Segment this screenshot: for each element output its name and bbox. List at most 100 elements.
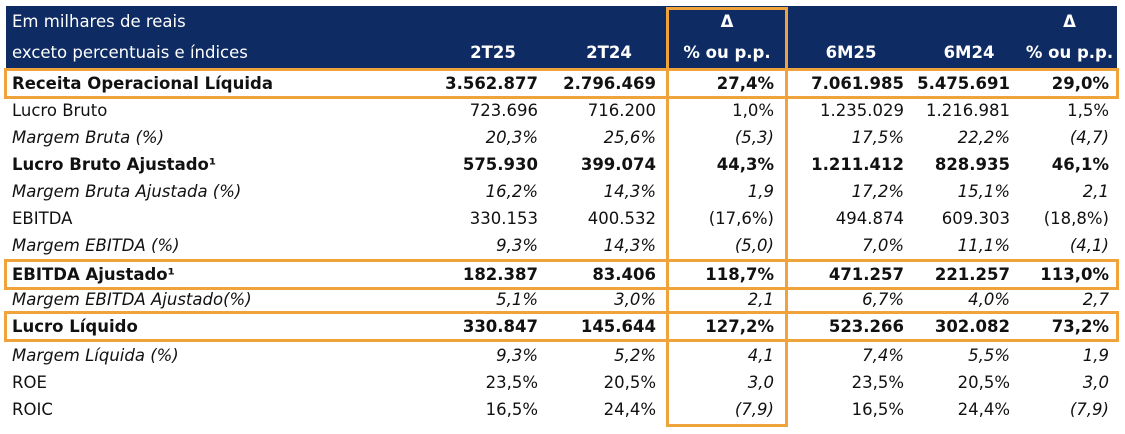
value-6m24: 221.257 (934, 265, 1010, 284)
value-var-semester: 2,7 (1082, 290, 1109, 309)
table-row: Receita Operacional Líquida 3.562.877 2.… (6, 70, 1117, 97)
value-6m24: 24,4% (957, 400, 1010, 419)
value-2t25: 23,5% (485, 373, 538, 392)
value-2t24: 5,2% (614, 346, 656, 365)
value-var-quarter: 1,0% (732, 101, 774, 120)
value-var-semester: 1,5% (1067, 101, 1109, 120)
value-2t24: 145.644 (580, 317, 656, 336)
value-6m24: 609.303 (941, 209, 1010, 228)
value-2t25: 20,3% (485, 128, 538, 147)
value-2t25: 182.387 (462, 265, 538, 284)
value-2t24: 25,6% (603, 128, 656, 147)
value-var-quarter: 3,0 (747, 373, 774, 392)
header-col-2t25: 2T25 (470, 43, 516, 62)
table-row: Lucro Líquido 330.847 145.644 127,2% 523… (6, 313, 1117, 340)
value-2t25: 3.562.877 (445, 74, 538, 93)
row-label: Lucro Bruto Ajustado¹ (12, 155, 217, 174)
value-2t25: 16,5% (485, 400, 538, 419)
value-var-semester: (18,8%) (1043, 209, 1109, 228)
header-row-2: exceto percentuais e índices 2T25 2T24 %… (6, 37, 1117, 68)
value-var-quarter: (7,9) (734, 400, 774, 419)
row-label: ROIC (12, 400, 53, 419)
value-2t24: 400.532 (587, 209, 656, 228)
table-row: ROIC 16,5% 24,4% (7,9) 16,5% 24,4% (7,9) (6, 396, 1117, 423)
value-2t25: 723.696 (469, 101, 538, 120)
row-label: Receita Operacional Líquida (12, 74, 273, 93)
table-row: Margem Bruta (%) 20,3% 25,6% (5,3) 17,5%… (6, 124, 1117, 151)
value-6m24: 4,0% (968, 290, 1010, 309)
value-2t24: 83.406 (592, 265, 656, 284)
value-var-quarter: 44,3% (716, 155, 774, 174)
header-delta-symbol-semester: Δ (1063, 12, 1076, 31)
value-2t25: 16,2% (485, 182, 538, 201)
value-2t24: 716.200 (587, 101, 656, 120)
value-2t24: 399.074 (580, 155, 656, 174)
header-col-var-quarter: % ou p.p. (683, 43, 771, 62)
header-col-2t24: 2T24 (586, 43, 632, 62)
value-var-semester: 73,2% (1051, 317, 1109, 336)
table-row: Margem Líquida (%) 9,3% 5,2% 4,1 7,4% 5,… (6, 342, 1117, 369)
value-6m25: 1.235.029 (820, 101, 904, 120)
value-6m25: 17,2% (851, 182, 904, 201)
value-6m25: 16,5% (851, 400, 904, 419)
value-var-quarter: 2,1 (747, 290, 774, 309)
value-6m24: 5.475.691 (917, 74, 1010, 93)
value-6m25: 23,5% (851, 373, 904, 392)
value-6m25: 1.211.412 (811, 155, 904, 174)
value-6m24: 302.082 (934, 317, 1010, 336)
row-label: Margem Bruta Ajustada (%) (12, 182, 242, 201)
value-2t24: 24,4% (603, 400, 656, 419)
value-var-quarter: (17,6%) (708, 209, 774, 228)
row-label: Margem EBITDA Ajustado(%) (12, 290, 252, 309)
value-6m25: 6,7% (862, 290, 904, 309)
value-2t24: 14,3% (603, 182, 656, 201)
header-units-label: Em milhares de reais (12, 12, 186, 31)
value-2t24: 3,0% (614, 290, 656, 309)
table-row: Margem EBITDA (%) 9,3% 14,3% (5,0) 7,0% … (6, 232, 1117, 259)
value-var-semester: 1,9 (1082, 346, 1109, 365)
row-label: ROE (12, 373, 47, 392)
value-var-semester: 3,0 (1082, 373, 1109, 392)
row-label: Lucro Líquido (12, 317, 138, 336)
value-2t25: 9,3% (496, 236, 538, 255)
header-col-var-semester: % ou p.p. (1025, 43, 1114, 62)
table-row: Lucro Bruto Ajustado¹ 575.930 399.074 44… (6, 151, 1117, 178)
value-6m24: 1.216.981 (926, 101, 1010, 120)
table-row: Lucro Bruto 723.696 716.200 1,0% 1.235.0… (6, 97, 1117, 124)
value-var-quarter: (5,3) (734, 128, 774, 147)
value-6m25: 7,4% (862, 346, 904, 365)
value-2t25: 330.153 (469, 209, 538, 228)
value-var-quarter: 27,4% (716, 74, 774, 93)
value-2t25: 9,3% (496, 346, 538, 365)
value-6m24: 15,1% (957, 182, 1010, 201)
value-var-quarter: 118,7% (705, 265, 774, 284)
value-var-quarter: 4,1 (747, 346, 774, 365)
value-2t25: 5,1% (496, 290, 538, 309)
value-6m25: 7,0% (862, 236, 904, 255)
value-var-semester: 46,1% (1051, 155, 1109, 174)
table-row: Margem Bruta Ajustada (%) 16,2% 14,3% 1,… (6, 178, 1117, 205)
value-var-semester: (4,1) (1069, 236, 1109, 255)
value-2t25: 575.930 (462, 155, 538, 174)
value-6m24: 5,5% (968, 346, 1010, 365)
value-6m25: 17,5% (851, 128, 904, 147)
value-var-semester: 29,0% (1051, 74, 1109, 93)
value-6m24: 828.935 (934, 155, 1010, 174)
value-var-semester: 113,0% (1040, 265, 1109, 284)
table-row: EBITDA 330.153 400.532 (17,6%) 494.874 6… (6, 205, 1117, 232)
header-delta-symbol-quarter: Δ (720, 12, 734, 31)
value-var-semester: (4,7) (1069, 128, 1109, 147)
value-6m24: 20,5% (957, 373, 1010, 392)
table-row: ROE 23,5% 20,5% 3,0 23,5% 20,5% 3,0 (6, 369, 1117, 396)
row-label: EBITDA Ajustado¹ (12, 265, 175, 284)
header-col-6m25: 6M25 (825, 43, 877, 62)
value-2t24: 14,3% (603, 236, 656, 255)
value-var-semester: (7,9) (1069, 400, 1109, 419)
header-units-note: exceto percentuais e índices (12, 43, 248, 62)
table-row: EBITDA Ajustado¹ 182.387 83.406 118,7% 4… (6, 261, 1117, 288)
value-6m25: 7.061.985 (811, 74, 904, 93)
value-6m25: 494.874 (835, 209, 904, 228)
row-label: Margem Bruta (%) (12, 128, 165, 147)
header-row-1: Em milhares de reais Δ Δ (6, 6, 1117, 37)
value-6m24: 22,2% (957, 128, 1010, 147)
